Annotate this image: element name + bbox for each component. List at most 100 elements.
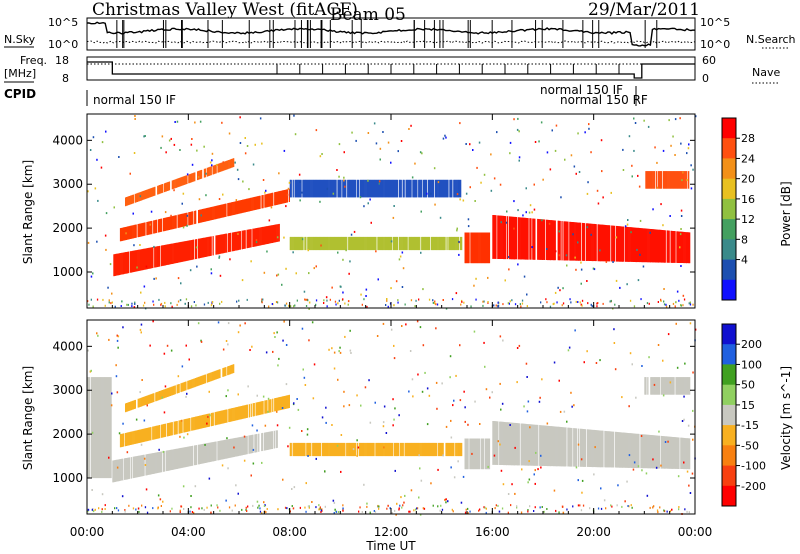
data-cell	[272, 225, 274, 243]
power-y-label: Slant Range [km]	[21, 160, 35, 264]
data-speckle	[676, 366, 679, 369]
data-speckle-ground	[98, 507, 100, 510]
data-speckle	[259, 117, 262, 120]
data-cell	[402, 442, 404, 457]
data-cell	[337, 179, 339, 198]
data-speckle-ground	[581, 304, 583, 307]
colorbar-frame	[721, 323, 737, 507]
data-speckle-ground	[386, 507, 388, 510]
data-cell	[152, 453, 154, 474]
data-cell	[293, 442, 295, 457]
data-cell	[431, 179, 434, 198]
data-cell	[280, 190, 283, 204]
data-speckle	[469, 143, 471, 146]
data-cell	[184, 381, 186, 391]
data-cell	[162, 424, 165, 438]
data-cell	[505, 422, 507, 466]
colorbar-swatch	[722, 445, 736, 466]
data-speckle	[332, 192, 335, 195]
data-cell	[333, 442, 335, 457]
data-cell	[588, 429, 590, 467]
data-cell	[525, 217, 527, 260]
data-speckle-ground	[211, 302, 213, 305]
data-cell	[515, 217, 517, 260]
data-speckle	[133, 306, 136, 309]
data-cell	[621, 226, 624, 262]
data-cell	[386, 442, 388, 457]
data-cell	[249, 435, 251, 454]
data-cell	[188, 446, 190, 467]
data-cell	[400, 442, 402, 457]
data-speckle	[633, 117, 635, 120]
data-cell	[315, 236, 317, 251]
data-speckle	[115, 364, 117, 367]
data-cell	[608, 431, 610, 468]
data-cell	[408, 179, 410, 198]
data-cell	[580, 428, 583, 467]
data-cell	[464, 438, 466, 470]
data-speckle	[155, 277, 157, 280]
data-cell	[446, 236, 448, 251]
data-cell	[271, 225, 274, 243]
data-cell	[449, 236, 451, 251]
data-cell	[179, 448, 181, 469]
data-speckle-ground	[521, 299, 524, 302]
data-cell	[160, 451, 163, 473]
data-speckle	[502, 483, 505, 486]
data-speckle	[370, 221, 372, 224]
data-cell	[513, 422, 515, 466]
data-cell	[602, 224, 604, 262]
data-cell	[430, 179, 433, 198]
data-speckle	[262, 395, 265, 398]
data-cell	[682, 171, 684, 189]
data-speckle	[235, 199, 238, 202]
data-cell	[414, 442, 416, 457]
data-cell	[131, 225, 133, 239]
data-cell	[560, 427, 562, 467]
data-cell	[198, 209, 201, 223]
data-speckle-ground	[562, 505, 564, 508]
data-speckle-ground	[432, 299, 434, 302]
data-cell	[388, 179, 390, 198]
data-cell	[270, 399, 272, 413]
data-speckle-ground	[294, 304, 296, 307]
data-speckle	[355, 139, 357, 142]
data-speckle	[597, 202, 600, 205]
data-speckle-ground	[152, 507, 154, 510]
data-cell	[228, 439, 230, 459]
data-cell	[191, 417, 193, 431]
data-cell	[179, 420, 181, 434]
data-cell	[384, 442, 386, 457]
data-cell	[125, 197, 127, 207]
data-cell	[140, 455, 142, 477]
data-cell	[192, 239, 194, 260]
data-cell	[221, 162, 223, 172]
data-cell	[121, 433, 124, 447]
data-speckle	[144, 135, 146, 137]
data-cell	[607, 431, 609, 468]
data-cell	[298, 442, 300, 457]
data-speckle-ground	[656, 509, 659, 512]
data-speckle-ground	[190, 305, 193, 308]
data-cell	[197, 170, 200, 180]
data-cell	[159, 391, 161, 400]
data-speckle-ground	[415, 299, 417, 302]
data-cell	[202, 237, 204, 258]
data-speckle-ground	[299, 506, 301, 509]
data-cell	[424, 236, 426, 251]
data-cell	[308, 179, 310, 198]
data-cell	[473, 438, 475, 470]
data-speckle-ground	[640, 298, 642, 301]
data-speckle	[599, 359, 601, 362]
data-cell	[174, 421, 176, 435]
data-cell	[140, 223, 142, 237]
data-cell	[388, 236, 390, 251]
data-cell	[578, 222, 580, 261]
data-cell	[389, 236, 392, 251]
data-speckle	[499, 183, 502, 186]
data-speckle	[631, 363, 633, 366]
data-cell	[328, 236, 330, 251]
freq-unit-label: [MHz]	[4, 67, 36, 80]
data-cell	[152, 426, 154, 440]
data-cell	[247, 229, 249, 248]
